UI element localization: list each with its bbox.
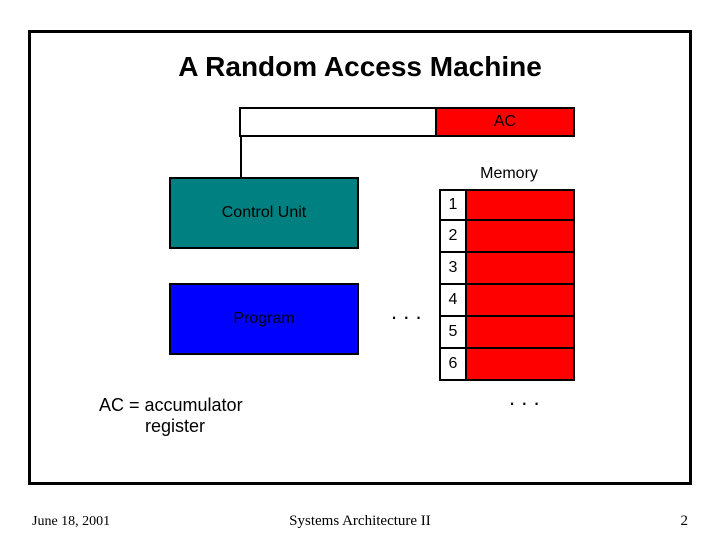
- control-unit-label: Control Unit: [222, 204, 306, 222]
- memory-cell: [465, 349, 575, 381]
- memory-index: 4: [439, 285, 467, 317]
- program-box: Program: [169, 283, 359, 355]
- note-line-2: register: [99, 416, 243, 437]
- slide-frame: A Random Access Machine AC Control Unit …: [28, 30, 692, 485]
- memory-index: 5: [439, 317, 467, 349]
- memory-cell: [465, 189, 575, 221]
- ac-register-box: AC: [435, 107, 575, 137]
- ac-label: AC: [437, 109, 573, 135]
- accumulator-note: AC = accumulator register: [99, 395, 243, 437]
- memory-index: 2: [439, 221, 467, 253]
- program-label: Program: [233, 310, 294, 328]
- memory-label: Memory: [449, 165, 569, 183]
- ellipsis-bottom: . . .: [509, 385, 540, 411]
- ac-connector-box: [239, 107, 437, 137]
- memory-cell: [465, 221, 575, 253]
- memory-cell: [465, 317, 575, 349]
- note-line-1: AC = accumulator: [99, 395, 243, 416]
- connector-line: [240, 137, 242, 177]
- memory-index: 3: [439, 253, 467, 285]
- ellipsis-left: . . .: [391, 299, 422, 325]
- slide-title: A Random Access Machine: [31, 51, 689, 83]
- memory-cell: [465, 253, 575, 285]
- footer-page: 2: [681, 513, 689, 530]
- memory-cell: [465, 285, 575, 317]
- memory-index: 1: [439, 189, 467, 221]
- footer-title: Systems Architecture II: [0, 513, 720, 530]
- memory-index: 6: [439, 349, 467, 381]
- control-unit-box: Control Unit: [169, 177, 359, 249]
